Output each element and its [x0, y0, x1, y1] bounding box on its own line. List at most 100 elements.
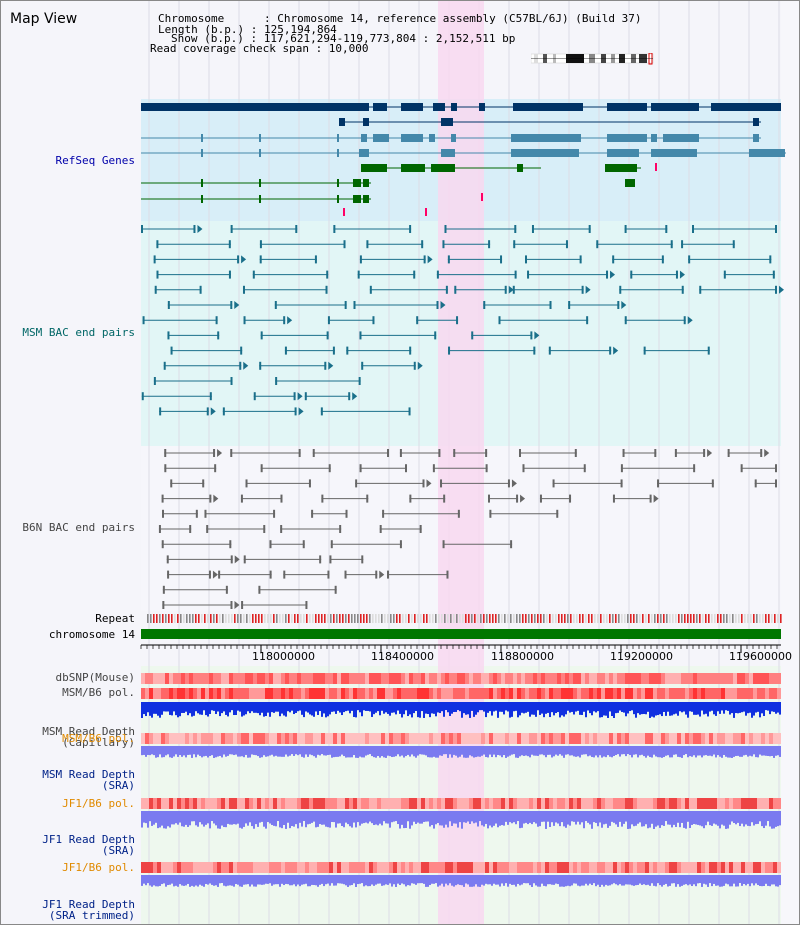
- read-depth-bar: [501, 702, 503, 712]
- bac-end: [170, 346, 173, 355]
- read-depth-bar: [553, 702, 555, 716]
- read-depth-bar: [449, 702, 451, 716]
- bac-end: [305, 601, 308, 609]
- read-depth-bar: [673, 746, 675, 755]
- snp-density-cell: [733, 798, 737, 809]
- bac-end: [454, 285, 457, 294]
- read-depth-bar: [741, 811, 743, 824]
- repeat-element: [636, 614, 638, 623]
- repeat-element: [297, 614, 299, 623]
- read-depth-bar: [319, 811, 321, 825]
- gene: [361, 164, 541, 172]
- chromosome-ideogram[interactable]: [531, 53, 656, 65]
- gene-exon: [363, 118, 369, 126]
- read-depth-bar: [437, 702, 439, 713]
- snp-density-cell: [637, 798, 641, 809]
- bac-end: [206, 407, 209, 416]
- read-depth-bar: [687, 811, 689, 822]
- snp-density-cell: [621, 862, 625, 873]
- snp-density-cell: [229, 798, 233, 809]
- read-depth-bar: [665, 811, 667, 822]
- snp-density-cell: [713, 688, 717, 699]
- read-depth-bar: [697, 875, 699, 884]
- snp-density-cell: [713, 798, 717, 809]
- snp-density-cell: [425, 733, 429, 744]
- track-label-b6n-bac[interactable]: B6N BAC end pairs: [22, 521, 135, 534]
- read-depth-bar: [547, 702, 549, 713]
- read-depth-bar: [643, 875, 645, 885]
- read-depth-bar: [281, 811, 283, 829]
- bac-end-pair: [346, 346, 412, 355]
- read-depth-bar: [763, 875, 765, 887]
- snp-density-cell: [433, 798, 437, 809]
- bac-end-pair: [161, 509, 198, 518]
- snp-density-cell: [625, 688, 629, 699]
- repeat-element: [492, 614, 494, 623]
- read-depth-bar: [401, 811, 403, 825]
- read-depth-bar: [301, 702, 303, 715]
- bac-end-pair: [387, 570, 449, 579]
- repeat-element: [765, 614, 767, 623]
- read-depth-bar: [151, 875, 153, 887]
- snp-density-cell: [697, 862, 701, 873]
- bac-end: [142, 316, 145, 325]
- read-depth-bar: [773, 746, 775, 758]
- snp-density-cell: [477, 798, 481, 809]
- snp-density-cell: [713, 862, 717, 873]
- read-depth-bar: [677, 811, 679, 823]
- snp-density-cell: [653, 733, 657, 744]
- gene-exon: [749, 149, 785, 157]
- snp-density-cell: [557, 688, 561, 699]
- bac-end: [775, 464, 777, 473]
- read-depth-bar: [171, 811, 173, 825]
- read-depth-bar: [775, 811, 777, 827]
- bac-end-pair: [548, 346, 619, 355]
- read-depth-bar: [373, 702, 375, 715]
- snp-density-cell: [457, 798, 461, 809]
- track-label-refseq[interactable]: RefSeq Genes: [55, 154, 135, 167]
- gene: [605, 164, 641, 172]
- snp-density-cell: [497, 733, 501, 744]
- snp-density-cell: [189, 733, 193, 744]
- read-depth-bar: [247, 746, 249, 758]
- track-label-msm-bac[interactable]: MSM BAC end pairs: [22, 326, 135, 339]
- snp-density-cell: [701, 862, 705, 873]
- read-depth-bar: [727, 746, 729, 758]
- read-depth-bar: [729, 702, 731, 715]
- read-depth-bar: [767, 875, 769, 886]
- bac-arrow: [241, 255, 247, 264]
- snp-density-cell: [377, 733, 381, 744]
- read-depth-bar: [157, 746, 159, 758]
- read-depth-bar: [447, 811, 449, 828]
- read-depth-bar: [407, 811, 409, 822]
- read-depth-bar: [187, 702, 189, 716]
- bac-end-pair: [442, 540, 513, 549]
- read-depth-bar: [515, 746, 517, 758]
- read-depth-bar: [639, 811, 641, 823]
- read-depth-bar: [213, 746, 215, 758]
- read-depth-bar: [337, 875, 339, 884]
- repeat-element: [336, 614, 338, 623]
- read-depth-bar: [213, 702, 215, 711]
- read-depth-bar: [579, 746, 581, 758]
- gene-exon: [201, 179, 203, 187]
- repeat-element: [504, 614, 506, 623]
- snp-density-cell: [585, 733, 589, 744]
- read-depth-bar: [425, 811, 427, 822]
- read-depth-bar: [727, 875, 729, 885]
- read-depth-bar: [747, 702, 749, 714]
- snp-density-cell: [669, 673, 673, 684]
- read-depth-bar: [281, 746, 283, 757]
- snp-density-cell: [301, 688, 305, 699]
- bac-end: [161, 494, 164, 503]
- read-depth-bar: [723, 746, 725, 755]
- read-depth-bar: [419, 875, 421, 884]
- snp-density-cell: [545, 688, 549, 699]
- bac-arrow: [679, 270, 685, 279]
- read-depth-bar: [455, 746, 457, 756]
- snp-density-cell: [385, 688, 389, 699]
- read-depth-bar: [181, 702, 183, 713]
- read-depth-bar: [293, 811, 295, 827]
- repeat-element: [387, 614, 389, 623]
